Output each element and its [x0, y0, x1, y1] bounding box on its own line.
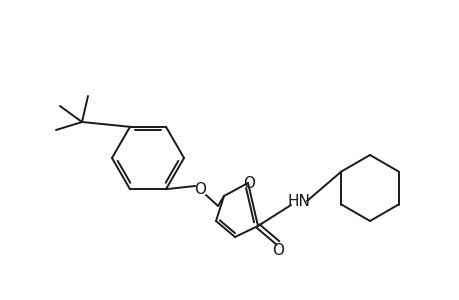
Text: O: O	[271, 244, 283, 259]
Text: O: O	[242, 176, 254, 190]
Text: HN: HN	[287, 194, 310, 208]
Text: O: O	[194, 182, 206, 197]
